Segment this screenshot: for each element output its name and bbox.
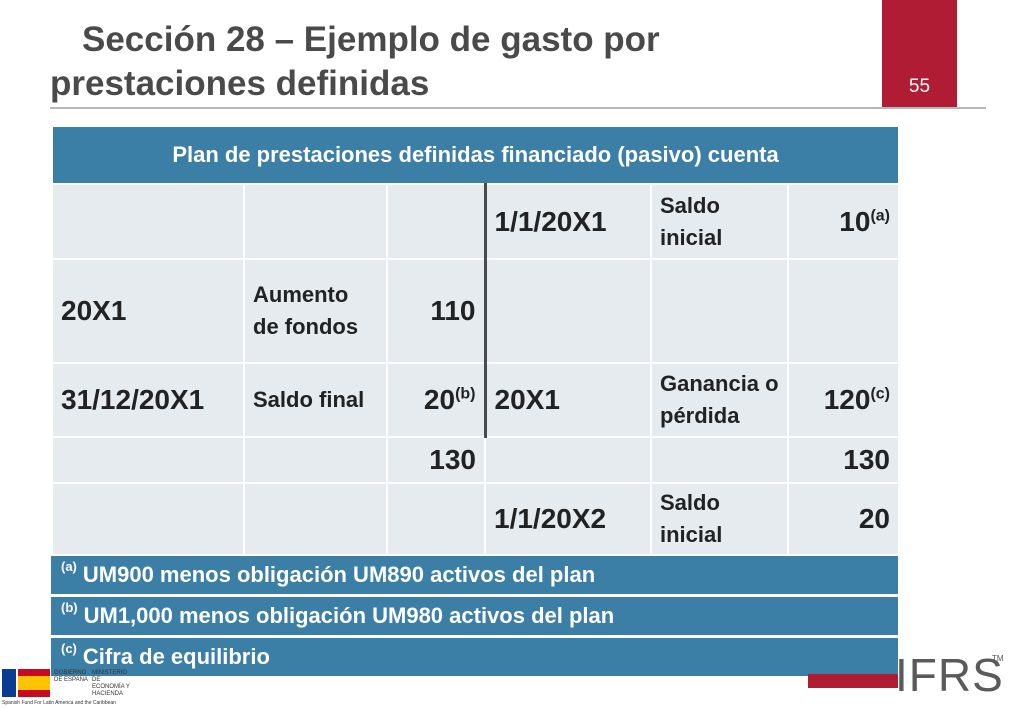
cell-date-right: 1/1/20X1	[484, 183, 652, 260]
footnote-text: Cifra de equilibrio	[82, 644, 270, 669]
title-line-1: Sección 28 – Ejemplo de gasto por	[82, 20, 660, 59]
cell-date-right: 20X1	[484, 362, 652, 438]
footnote-mark: (c)	[61, 641, 77, 656]
cell-total-right: 130	[787, 436, 900, 484]
cell-date-right	[484, 436, 652, 484]
table-row: 1/1/20X2 Saldo inicial 20	[51, 482, 900, 556]
footnote-mark-b: (b)	[455, 385, 476, 403]
cell-date-left	[51, 436, 245, 484]
page-number: 55	[908, 76, 931, 97]
table-row: 130 130	[51, 436, 900, 484]
cell-desc-left: Aumento de fondos	[243, 258, 388, 364]
footnote-text: UM900 menos obligación UM890 activos del…	[82, 562, 596, 587]
table-header: Plan de prestaciones definidas financiad…	[51, 125, 900, 185]
cell-date-right	[484, 258, 652, 364]
cell-desc-left	[243, 183, 388, 260]
cell-amount-left	[386, 183, 487, 260]
table-row: 20X1 Aumento de fondos 110	[51, 258, 900, 364]
title-line-2: prestaciones definidas	[50, 64, 430, 103]
cell-date-left: 31/12/20X1	[51, 362, 245, 438]
t-account-table: Plan de prestaciones definidas financiad…	[51, 125, 900, 556]
cell-amount-right: 10(a)	[787, 183, 900, 260]
cell-amount-left: 110	[386, 258, 487, 364]
cell-amount-right: 120(c)	[787, 362, 900, 438]
spain-flag-icon	[18, 669, 50, 697]
gov-label: GOBIERNO DE ESPAÑA	[54, 670, 88, 683]
cell-amount-right: 20	[787, 482, 900, 556]
cell-date-left	[51, 482, 245, 556]
footnote-mark: (b)	[61, 600, 78, 615]
table-row: 1/1/20X1 Saldo inicial 10(a)	[51, 183, 900, 260]
table-row: 31/12/20X1 Saldo final 20(b) 20X1 Gananc…	[51, 362, 900, 438]
cell-amount-right	[787, 258, 900, 364]
title-divider	[50, 107, 986, 109]
cell-date-left	[51, 183, 245, 260]
cell-amount-left: 20(b)	[386, 362, 487, 438]
cell-desc-left	[243, 436, 388, 484]
cell-desc-right: Ganancia o pérdida	[650, 362, 789, 438]
footnote-mark-a: (a)	[870, 207, 890, 225]
accent-tab	[882, 0, 957, 108]
cell-desc-right: Saldo inicial	[650, 482, 789, 556]
cell-desc-right: Saldo inicial	[650, 183, 789, 260]
footnote-mark-c: (c)	[870, 385, 890, 403]
footnote-text: UM1,000 menos obligación UM980 activos d…	[83, 603, 615, 628]
footnote-c: (c) Cifra de equilibrio	[51, 638, 898, 676]
slide-title: Sección 28 – Ejemplo de gasto por presta…	[50, 18, 870, 106]
cell-desc-right	[650, 258, 789, 364]
fund-label: Spanish Fund For Latin America and the C…	[2, 700, 116, 706]
cell-date-left: 20X1	[51, 258, 245, 364]
cell-desc-right	[650, 436, 789, 484]
footnote-b: (b) UM1,000 menos obligación UM980 activo…	[51, 597, 898, 635]
government-logo: GOBIERNO DE ESPAÑA MINISTERIO DE ECONOMÍ…	[0, 667, 135, 707]
footnote-a: (a) UM900 menos obligación UM890 activos …	[51, 556, 898, 594]
eu-flag-icon	[2, 669, 16, 697]
ifrs-logo-bar	[808, 674, 898, 688]
cell-date-right: 1/1/20X2	[484, 482, 652, 556]
footnote-mark: (a)	[61, 559, 77, 574]
table-header-row: Plan de prestaciones definidas financiad…	[51, 125, 900, 185]
cell-desc-left: Saldo final	[243, 362, 388, 438]
ifrs-logo: IFRS	[895, 649, 1004, 701]
cell-amount-left	[386, 482, 486, 556]
ifrs-trademark: TM	[992, 654, 1004, 663]
cell-desc-left	[243, 482, 388, 556]
ministry-label: MINISTERIO DE ECONOMÍA Y HACIENDA	[92, 670, 130, 697]
cell-total-left: 130	[386, 436, 486, 484]
